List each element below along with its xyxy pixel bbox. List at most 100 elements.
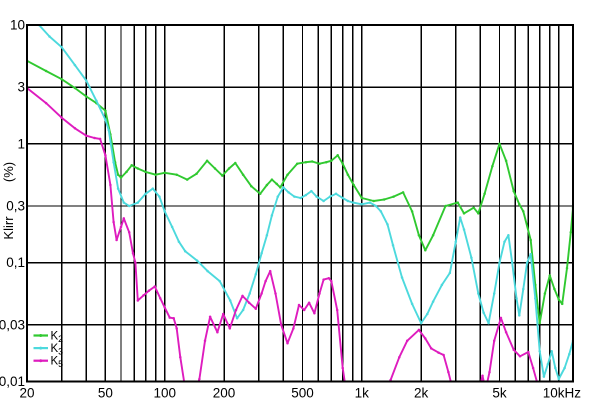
data-point	[116, 187, 120, 190]
data-point	[518, 203, 521, 206]
data-point	[265, 183, 269, 187]
data-point	[424, 337, 427, 340]
data-point	[195, 172, 198, 176]
data-point	[392, 195, 395, 198]
data-point	[154, 173, 157, 176]
data-point	[112, 220, 115, 224]
data-point	[330, 279, 333, 283]
data-point	[336, 154, 339, 157]
data-point	[515, 297, 518, 300]
data-point	[216, 330, 219, 334]
data-point	[548, 274, 552, 277]
data-point	[116, 173, 120, 176]
x-tick-label: 5k	[492, 386, 507, 401]
x-tick-label: 20	[19, 386, 34, 401]
data-point	[250, 184, 253, 188]
data-point	[507, 234, 510, 237]
data-point	[93, 136, 96, 140]
data-point	[546, 362, 550, 366]
data-point	[60, 116, 63, 119]
data-point	[248, 292, 251, 295]
data-point	[153, 285, 157, 288]
x-tick-label: 10kHz	[543, 386, 582, 401]
legend-line-dot	[39, 346, 43, 350]
data-point	[287, 191, 290, 194]
data-point	[130, 164, 133, 167]
data-point	[95, 99, 98, 103]
legend-label: K3	[51, 343, 64, 357]
data-point	[328, 195, 332, 198]
data-point	[360, 196, 364, 200]
data-point	[73, 63, 77, 67]
data-point	[302, 308, 306, 312]
data-point	[470, 256, 473, 259]
data-point	[275, 182, 278, 186]
data-point	[499, 316, 503, 320]
data-point	[221, 312, 225, 316]
plot-frame	[25, 23, 575, 383]
data-point	[318, 162, 321, 165]
data-point	[341, 366, 344, 370]
data-point	[265, 234, 269, 237]
data-point	[424, 249, 427, 252]
data-point	[179, 355, 182, 359]
data-point	[107, 129, 111, 132]
data-point	[382, 198, 386, 201]
data-point	[346, 199, 350, 203]
data-point	[104, 154, 107, 157]
data-point	[557, 298, 561, 301]
data-point	[487, 321, 490, 325]
data-point	[417, 234, 421, 237]
markers-K2	[27, 59, 573, 325]
data-point	[85, 134, 88, 137]
data-point	[538, 321, 541, 325]
data-point	[247, 301, 251, 304]
data-point	[295, 162, 299, 165]
data-point	[227, 167, 231, 170]
data-point	[448, 271, 452, 275]
data-point	[437, 351, 440, 354]
data-point	[270, 178, 274, 181]
data-point	[158, 195, 161, 198]
data-point	[481, 374, 484, 377]
data-point	[543, 292, 547, 295]
data-point	[185, 178, 189, 181]
data-point	[554, 366, 557, 370]
data-point	[142, 294, 145, 297]
data-point	[119, 225, 123, 229]
data-point	[125, 170, 128, 174]
data-point	[529, 238, 532, 242]
data-point	[282, 186, 285, 189]
data-point	[568, 352, 571, 356]
data-point	[341, 162, 344, 165]
data-point	[386, 223, 389, 226]
y-tick-label: 0,1	[6, 255, 25, 270]
data-point	[440, 283, 444, 287]
data-point	[85, 79, 88, 82]
data-point	[292, 327, 295, 330]
y-tick-label: 1	[17, 136, 25, 151]
data-point	[286, 341, 289, 345]
data-point	[274, 292, 277, 295]
data-point	[492, 339, 496, 343]
data-point	[374, 204, 378, 208]
data-point	[205, 159, 209, 163]
legend-label: K2	[51, 331, 64, 345]
data-point	[462, 228, 466, 231]
x-tick-label: 200	[213, 386, 236, 401]
data-point	[442, 353, 445, 357]
data-point	[482, 311, 485, 314]
markers-K3	[37, 25, 573, 381]
data-point	[391, 244, 395, 247]
data-point	[352, 183, 355, 187]
data-point	[569, 231, 573, 234]
data-point	[206, 269, 209, 273]
data-point	[254, 272, 258, 276]
data-point	[198, 377, 201, 381]
legend-item-K5: K5	[33, 356, 63, 369]
data-point	[73, 127, 77, 130]
data-point	[456, 201, 460, 204]
x-tick-label: 1k	[355, 386, 370, 401]
data-point	[426, 312, 429, 316]
data-point	[208, 315, 212, 319]
